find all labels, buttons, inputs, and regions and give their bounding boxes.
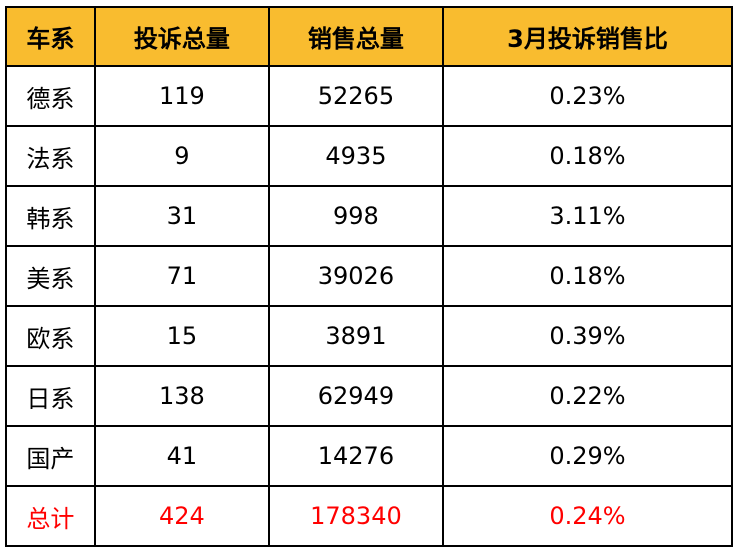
brand-cell: 德系 <box>5 65 96 127</box>
header-row: 车系 投诉总量 销售总量 3月投诉销售比 <box>5 6 734 67</box>
column-header: 3月投诉销售比 <box>441 6 734 67</box>
complaints-cell: 15 <box>93 305 270 367</box>
ratio-cell: 0.22% <box>441 365 734 427</box>
ratio-cell: 3.11% <box>441 185 734 247</box>
brand-cell: 日系 <box>5 365 96 427</box>
brand-cell: 法系 <box>5 125 96 187</box>
complaints-cell: 138 <box>93 365 270 427</box>
table-row: 德系 119 52265 0.23% <box>5 65 734 127</box>
sales-cell: 52265 <box>267 65 444 127</box>
complaints-cell: 119 <box>93 65 270 127</box>
ratio-cell: 0.18% <box>441 245 734 307</box>
column-header: 车系 <box>5 6 96 67</box>
sales-cell: 62949 <box>267 365 444 427</box>
table-row: 韩系 31 998 3.11% <box>5 185 734 247</box>
brand-cell: 韩系 <box>5 185 96 247</box>
ratio-cell: 0.39% <box>441 305 734 367</box>
complaints-cell: 71 <box>93 245 270 307</box>
table-row: 日系 138 62949 0.22% <box>5 365 734 427</box>
complaints-cell: 31 <box>93 185 270 247</box>
complaints-cell: 424 <box>93 485 270 547</box>
table-row: 美系 71 39026 0.18% <box>5 245 734 307</box>
table-row: 国产 41 14276 0.29% <box>5 425 734 487</box>
column-header: 投诉总量 <box>93 6 270 67</box>
brand-cell: 总计 <box>5 485 96 547</box>
ratio-cell: 0.29% <box>441 425 734 487</box>
brand-cell: 欧系 <box>5 305 96 367</box>
complaint-sales-table: 车系 投诉总量 销售总量 3月投诉销售比 德系 119 52265 0.23% 法系 9 4935… <box>5 6 734 547</box>
column-header: 销售总量 <box>267 6 444 67</box>
table-row: 欧系 15 3891 0.39% <box>5 305 734 367</box>
complaints-cell: 9 <box>93 125 270 187</box>
complaints-cell: 41 <box>93 425 270 487</box>
ratio-cell: 0.24% <box>441 485 734 547</box>
sales-cell: 178340 <box>267 485 444 547</box>
ratio-cell: 0.23% <box>441 65 734 127</box>
brand-cell: 国产 <box>5 425 96 487</box>
sales-cell: 14276 <box>267 425 444 487</box>
brand-cell: 美系 <box>5 245 96 307</box>
sales-cell: 4935 <box>267 125 444 187</box>
sales-cell: 3891 <box>267 305 444 367</box>
sales-cell: 998 <box>267 185 444 247</box>
ratio-cell: 0.18% <box>441 125 734 187</box>
sales-cell: 39026 <box>267 245 444 307</box>
total-row: 总计 424 178340 0.24% <box>5 485 734 547</box>
table-row: 法系 9 4935 0.18% <box>5 125 734 187</box>
